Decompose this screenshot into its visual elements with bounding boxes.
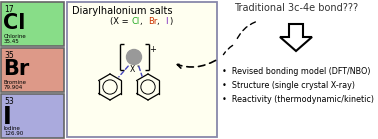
FancyBboxPatch shape xyxy=(1,2,64,46)
Text: (X =: (X = xyxy=(110,17,132,26)
Text: I: I xyxy=(3,105,12,129)
Text: •  Structure (single crystal X-ray): • Structure (single crystal X-ray) xyxy=(222,81,355,90)
Text: I: I xyxy=(165,17,167,26)
FancyArrowPatch shape xyxy=(223,45,232,55)
Text: +: + xyxy=(150,45,156,54)
Text: 35.45: 35.45 xyxy=(4,39,20,44)
Text: ,: , xyxy=(157,17,162,26)
FancyBboxPatch shape xyxy=(67,2,217,137)
Text: 126.90: 126.90 xyxy=(4,131,23,136)
Text: Diarylhalonium salts: Diarylhalonium salts xyxy=(72,6,172,16)
Text: 17: 17 xyxy=(4,5,14,14)
Text: X: X xyxy=(129,65,135,74)
Text: Bromine: Bromine xyxy=(4,80,27,85)
FancyArrowPatch shape xyxy=(236,22,256,41)
Text: 79.904: 79.904 xyxy=(4,85,23,90)
FancyBboxPatch shape xyxy=(1,94,64,138)
Text: •  Revised bonding model (DFT/NBO): • Revised bonding model (DFT/NBO) xyxy=(222,67,370,76)
Text: 53: 53 xyxy=(4,97,14,106)
Text: *: * xyxy=(137,65,140,70)
Text: •  Reactivity (thermodynamic/kinetic): • Reactivity (thermodynamic/kinetic) xyxy=(222,95,374,104)
Text: Br: Br xyxy=(3,59,29,79)
Text: Cl: Cl xyxy=(132,17,140,26)
Polygon shape xyxy=(280,24,312,51)
Text: Iodine: Iodine xyxy=(4,126,21,131)
Text: Chlorine: Chlorine xyxy=(4,34,27,39)
Text: Cl: Cl xyxy=(3,13,25,33)
Text: Br: Br xyxy=(148,17,158,26)
Text: Traditional 3c-4e bond???: Traditional 3c-4e bond??? xyxy=(234,3,358,13)
Circle shape xyxy=(127,49,141,64)
Text: 35: 35 xyxy=(4,51,14,60)
Text: ): ) xyxy=(169,17,172,26)
FancyArrowPatch shape xyxy=(177,60,215,68)
Text: ,: , xyxy=(140,17,145,26)
FancyBboxPatch shape xyxy=(1,48,64,92)
